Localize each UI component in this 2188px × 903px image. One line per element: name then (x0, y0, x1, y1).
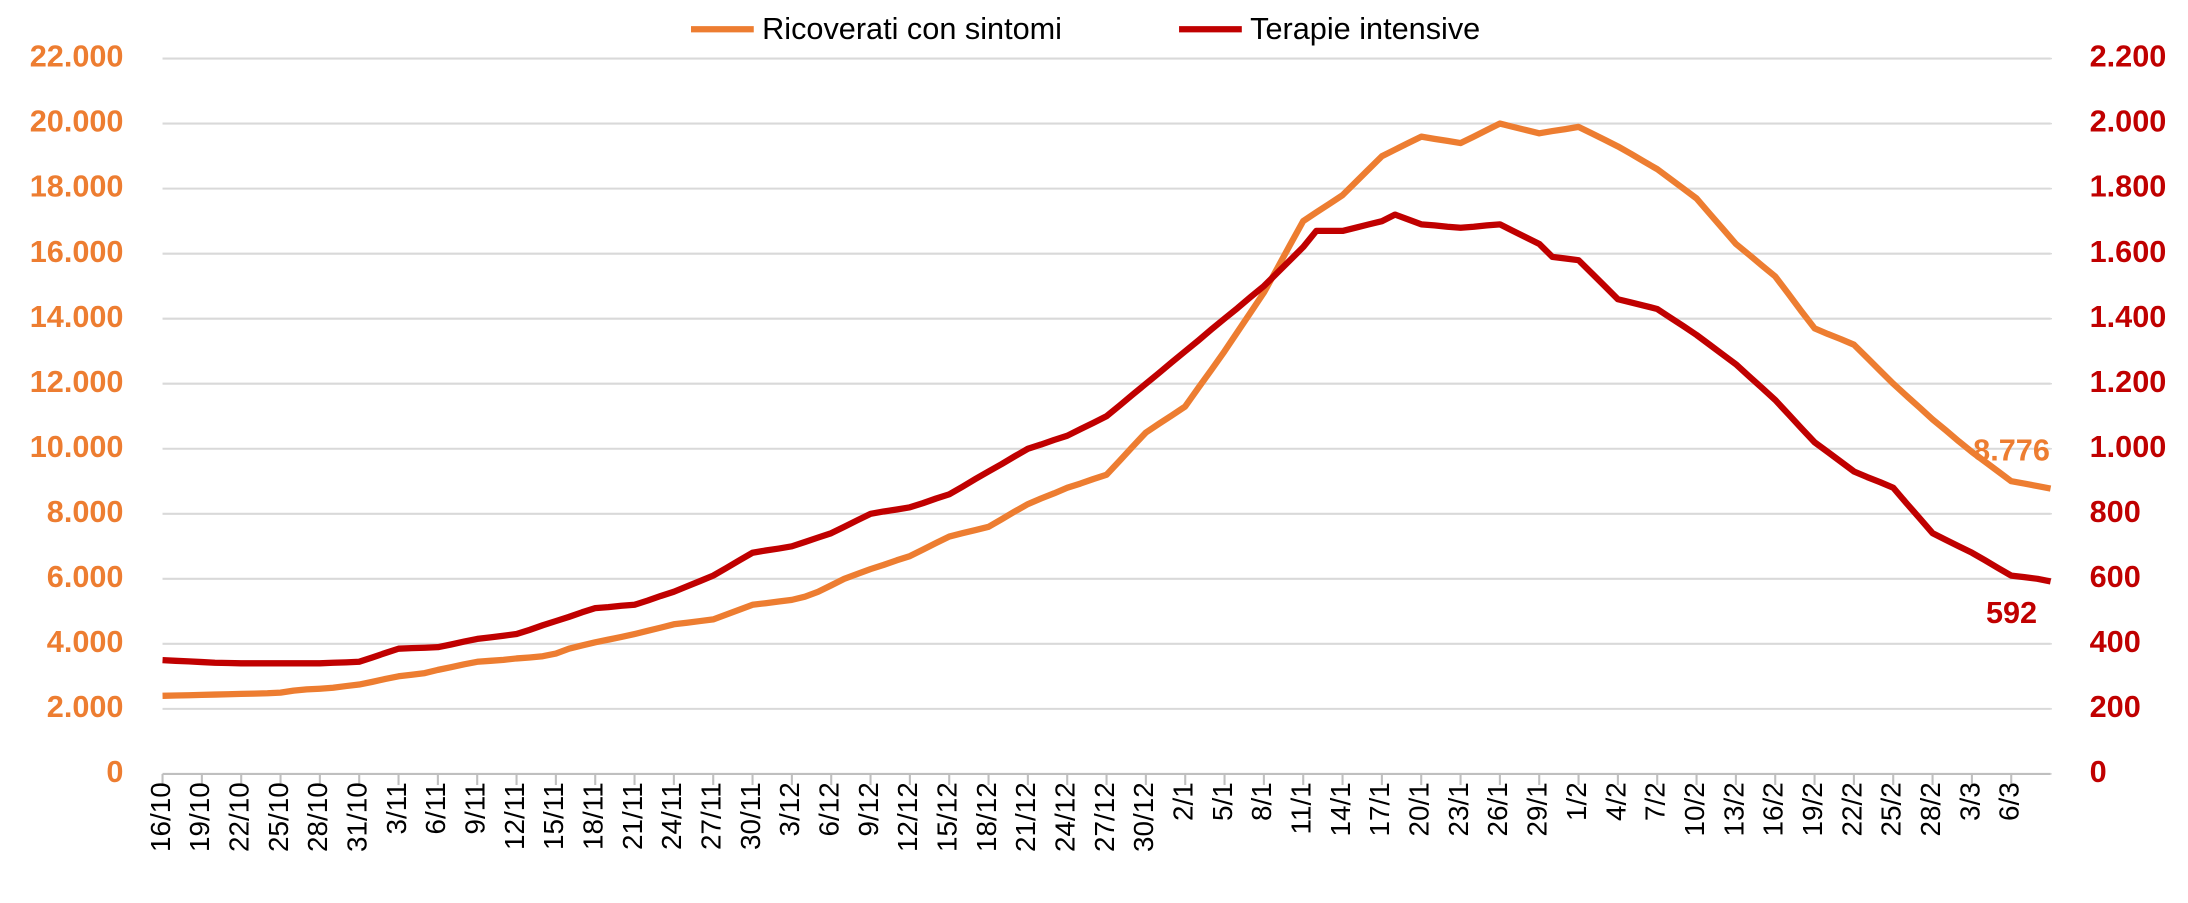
series-line (162, 120, 2052, 699)
x-tick-label: 24/11 (656, 782, 687, 850)
x-tick-label: 16/10 (145, 782, 176, 852)
x-tick-label: 3/11 (381, 782, 412, 834)
x-tick-label: 12/12 (892, 782, 923, 852)
x-tick-label: 12/11 (499, 782, 530, 850)
x-tick-label: 15/11 (538, 782, 569, 850)
x-tick-label: 30/12 (1128, 782, 1159, 852)
x-tick-label: 22/10 (224, 782, 255, 852)
y-tick-label: 20.000 (30, 105, 124, 139)
y-tick-label: 6.000 (47, 560, 124, 594)
x-tick-label: 21/12 (1010, 782, 1041, 852)
x-tick-label: 3/12 (774, 782, 805, 836)
x-tick-label: 9/11 (460, 782, 491, 834)
x-tick-label: 2/1 (1168, 782, 1199, 821)
x-tick-label: 1/2 (1561, 782, 1592, 821)
y-tick-label: 14.000 (30, 300, 124, 334)
y-tick-label: 12.000 (30, 365, 124, 399)
x-tick-label: 4/2 (1600, 782, 1631, 821)
x-tick-label: 24/12 (1050, 782, 1081, 852)
x-tick-label: 13/2 (1718, 782, 1749, 836)
x-tick-label: 27/11 (696, 782, 727, 850)
x-tick-label: 25/10 (263, 782, 294, 852)
y2-tick-label: 800 (2090, 495, 2141, 529)
y-tick-label: 0 (106, 755, 123, 789)
x-tick-label: 15/12 (932, 782, 963, 852)
x-tick-label: 6/3 (1994, 782, 2025, 821)
x-tick-label: 18/11 (578, 782, 609, 850)
y2-tick-label: 1.000 (2090, 430, 2167, 464)
x-tick-label: 20/1 (1404, 782, 1435, 836)
x-tick-label: 9/12 (853, 782, 884, 836)
x-tick-label: 6/11 (420, 782, 451, 834)
x-tick-label: 14/1 (1325, 782, 1356, 836)
x-tick-label: 18/12 (971, 782, 1002, 852)
legend-label: Terapie intensive (1250, 12, 1480, 46)
x-tick-label: 29/1 (1522, 782, 1553, 836)
x-tick-label: 28/10 (302, 782, 333, 852)
y2-tick-label: 600 (2090, 560, 2141, 594)
value-label: 8.776 (1973, 433, 2050, 467)
y-tick-label: 18.000 (30, 170, 124, 204)
x-tick-label: 16/2 (1758, 782, 1789, 836)
value-label: 592 (1986, 596, 2037, 630)
y-tick-label: 16.000 (30, 235, 124, 269)
x-tick-label: 5/1 (1207, 782, 1238, 821)
y-tick-label: 4.000 (47, 625, 124, 659)
y2-tick-label: 200 (2090, 690, 2141, 724)
x-tick-label: 8/1 (1246, 782, 1277, 821)
y2-tick-label: 1.600 (2090, 235, 2167, 269)
x-tick-label: 27/12 (1089, 782, 1120, 852)
x-tick-label: 25/2 (1876, 782, 1907, 836)
x-tick-label: 11/1 (1286, 782, 1317, 834)
y-tick-label: 22.000 (30, 40, 124, 74)
x-tick-label: 17/1 (1364, 782, 1395, 836)
x-tick-label: 7/2 (1640, 782, 1671, 821)
legend-label: Ricoverati con sintomi (762, 12, 1062, 46)
x-tick-label: 22/2 (1836, 782, 1867, 836)
x-tick-label: 31/10 (342, 782, 373, 852)
y2-tick-label: 0 (2090, 755, 2107, 789)
y2-tick-label: 1.400 (2090, 300, 2167, 334)
x-tick-label: 30/11 (735, 782, 766, 850)
y2-tick-label: 2.200 (2090, 40, 2167, 74)
x-tick-label: 3/3 (1954, 782, 1985, 821)
x-tick-label: 23/1 (1443, 782, 1474, 836)
x-tick-label: 26/1 (1482, 782, 1513, 836)
x-tick-label: 6/12 (814, 782, 845, 836)
x-tick-label: 10/2 (1679, 782, 1710, 836)
x-tick-label: 19/2 (1797, 782, 1828, 836)
y2-tick-label: 1.200 (2090, 365, 2167, 399)
x-tick-label: 28/2 (1915, 782, 1946, 836)
y-tick-label: 2.000 (47, 690, 124, 724)
y2-tick-label: 400 (2090, 625, 2141, 659)
y2-tick-label: 2.000 (2090, 105, 2167, 139)
x-tick-label: 21/11 (617, 782, 648, 850)
y-tick-label: 8.000 (47, 495, 124, 529)
y-tick-label: 10.000 (30, 430, 124, 464)
series-line (162, 211, 2052, 667)
y2-tick-label: 1.800 (2090, 170, 2167, 204)
x-tick-label: 19/10 (184, 782, 215, 852)
